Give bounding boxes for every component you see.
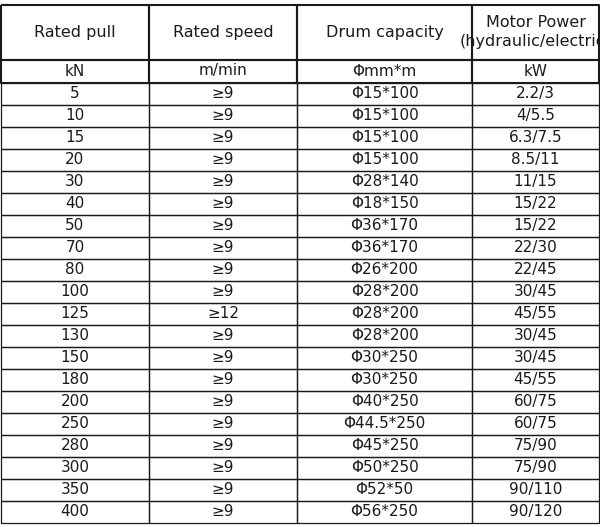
- Text: ≥9: ≥9: [212, 438, 234, 453]
- Text: ≥9: ≥9: [212, 372, 234, 387]
- Text: 400: 400: [61, 504, 89, 519]
- Text: Φ40*250: Φ40*250: [350, 394, 418, 409]
- Text: 60/75: 60/75: [514, 416, 557, 431]
- Text: 10: 10: [65, 108, 85, 123]
- Text: 6.3/7.5: 6.3/7.5: [509, 130, 562, 145]
- Text: 4/5.5: 4/5.5: [516, 108, 555, 123]
- Text: ≥9: ≥9: [212, 394, 234, 409]
- Text: ≥12: ≥12: [207, 306, 239, 321]
- Text: ≥9: ≥9: [212, 482, 234, 497]
- Text: 15/22: 15/22: [514, 218, 557, 233]
- Text: 45/55: 45/55: [514, 306, 557, 321]
- Text: 70: 70: [65, 240, 85, 255]
- Text: 30: 30: [65, 174, 85, 189]
- Text: Φ28*200: Φ28*200: [350, 328, 418, 343]
- Text: Φ15*100: Φ15*100: [350, 152, 418, 167]
- Text: Φ15*100: Φ15*100: [350, 86, 418, 101]
- Text: ≥9: ≥9: [212, 284, 234, 299]
- Text: ≥9: ≥9: [212, 504, 234, 519]
- Text: 250: 250: [61, 416, 89, 431]
- Text: 2.2/3: 2.2/3: [516, 86, 555, 101]
- Text: ≥9: ≥9: [212, 416, 234, 431]
- Text: 280: 280: [61, 438, 89, 453]
- Text: Φmm*m: Φmm*m: [352, 63, 416, 79]
- Text: 300: 300: [61, 460, 89, 475]
- Text: ≥9: ≥9: [212, 240, 234, 255]
- Text: 22/30: 22/30: [514, 240, 557, 255]
- Text: 20: 20: [65, 152, 85, 167]
- Text: Φ45*250: Φ45*250: [350, 438, 418, 453]
- Text: 22/45: 22/45: [514, 262, 557, 277]
- Text: 75/90: 75/90: [514, 438, 557, 453]
- Text: Φ28*200: Φ28*200: [350, 284, 418, 299]
- Text: Φ15*100: Φ15*100: [350, 108, 418, 123]
- Text: ≥9: ≥9: [212, 108, 234, 123]
- Text: 40: 40: [65, 196, 85, 211]
- Text: 30/45: 30/45: [514, 328, 557, 343]
- Text: 30/45: 30/45: [514, 350, 557, 365]
- Text: ≥9: ≥9: [212, 460, 234, 475]
- Text: Φ30*250: Φ30*250: [350, 350, 418, 365]
- Text: 60/75: 60/75: [514, 394, 557, 409]
- Text: Drum capacity: Drum capacity: [326, 24, 443, 40]
- Text: ≥9: ≥9: [212, 350, 234, 365]
- Text: 8.5/11: 8.5/11: [511, 152, 560, 167]
- Text: kN: kN: [65, 63, 85, 79]
- Text: ≥9: ≥9: [212, 130, 234, 145]
- Text: Φ26*200: Φ26*200: [350, 262, 418, 277]
- Text: 130: 130: [61, 328, 89, 343]
- Text: 150: 150: [61, 350, 89, 365]
- Text: ≥9: ≥9: [212, 196, 234, 211]
- Text: 100: 100: [61, 284, 89, 299]
- Text: ≥9: ≥9: [212, 174, 234, 189]
- Text: 15/22: 15/22: [514, 196, 557, 211]
- Text: 45/55: 45/55: [514, 372, 557, 387]
- Text: 11/15: 11/15: [514, 174, 557, 189]
- Text: ≥9: ≥9: [212, 218, 234, 233]
- Text: Φ18*150: Φ18*150: [350, 196, 418, 211]
- Text: Φ36*170: Φ36*170: [350, 218, 419, 233]
- Text: Φ52*50: Φ52*50: [355, 482, 413, 497]
- Text: Φ56*250: Φ56*250: [350, 504, 418, 519]
- Text: 15: 15: [65, 130, 85, 145]
- Text: 125: 125: [61, 306, 89, 321]
- Text: ≥9: ≥9: [212, 328, 234, 343]
- Text: Φ28*140: Φ28*140: [350, 174, 418, 189]
- Text: ≥9: ≥9: [212, 262, 234, 277]
- Text: Φ50*250: Φ50*250: [350, 460, 418, 475]
- Text: 50: 50: [65, 218, 85, 233]
- Text: ≥9: ≥9: [212, 152, 234, 167]
- Text: Rated speed: Rated speed: [173, 24, 274, 40]
- Text: Φ15*100: Φ15*100: [350, 130, 418, 145]
- Text: Φ28*200: Φ28*200: [350, 306, 418, 321]
- Text: 80: 80: [65, 262, 85, 277]
- Text: Rated pull: Rated pull: [34, 24, 116, 40]
- Text: 350: 350: [61, 482, 89, 497]
- Text: kW: kW: [523, 63, 548, 79]
- Text: 200: 200: [61, 394, 89, 409]
- Text: 180: 180: [61, 372, 89, 387]
- Text: 90/120: 90/120: [509, 504, 562, 519]
- Text: 5: 5: [70, 86, 80, 101]
- Text: 30/45: 30/45: [514, 284, 557, 299]
- Text: 90/110: 90/110: [509, 482, 562, 497]
- Text: Φ30*250: Φ30*250: [350, 372, 418, 387]
- Text: Φ36*170: Φ36*170: [350, 240, 419, 255]
- Text: Motor Power
(hydraulic/electric): Motor Power (hydraulic/electric): [460, 15, 600, 49]
- Text: m/min: m/min: [199, 63, 247, 79]
- Text: ≥9: ≥9: [212, 86, 234, 101]
- Text: Φ44.5*250: Φ44.5*250: [343, 416, 425, 431]
- Text: 75/90: 75/90: [514, 460, 557, 475]
